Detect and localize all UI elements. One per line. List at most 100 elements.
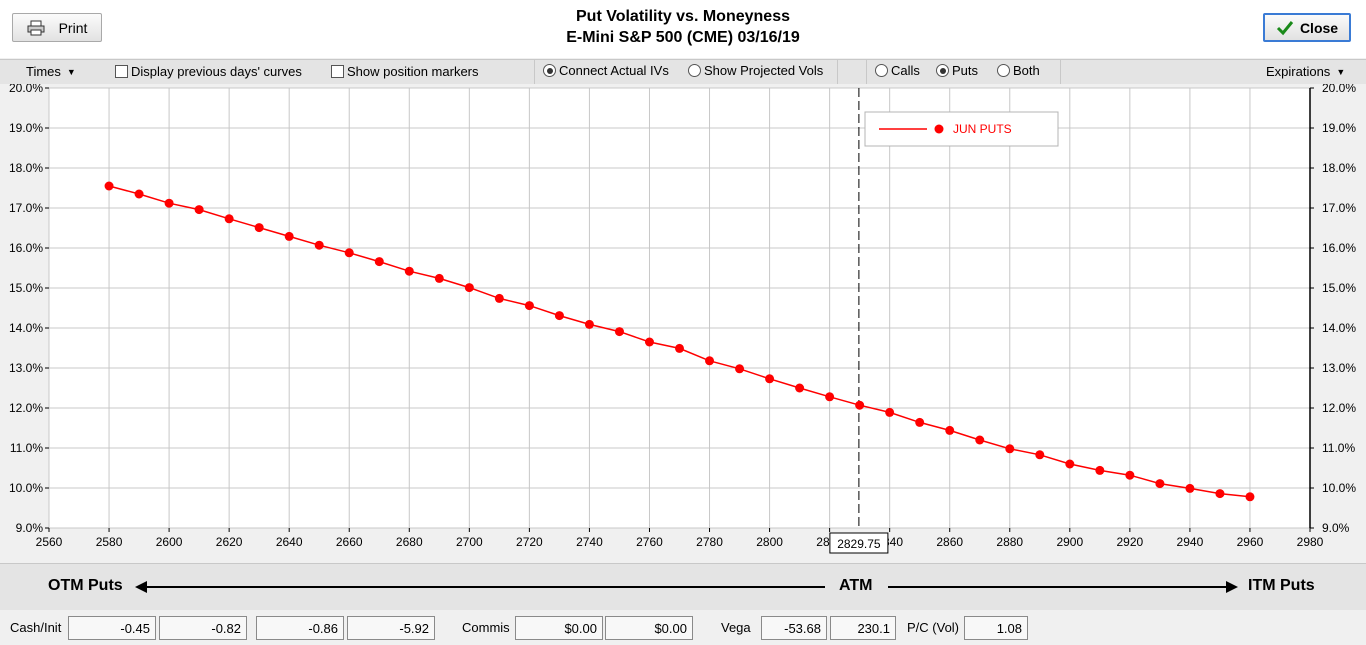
atm-value-box (829, 532, 889, 554)
moneyness-band: OTM Puts ATM ITM Puts (0, 563, 1366, 611)
display-prev-checkbox[interactable]: Display previous days' curves (115, 64, 302, 79)
expirations-label: Expirations (1266, 64, 1331, 79)
y-tick-label: 12.0% (9, 401, 43, 415)
y-tick-label-right: 16.0% (1322, 241, 1356, 255)
data-point (134, 189, 144, 199)
data-point (554, 311, 564, 321)
y-tick-label: 10.0% (9, 481, 43, 495)
data-point (1245, 492, 1255, 502)
x-tick-label: 2920 (1117, 535, 1144, 549)
data-point (705, 356, 715, 366)
toolbar-divider (1060, 60, 1061, 84)
data-point (344, 248, 354, 258)
y-tick-label: 9.0% (16, 521, 44, 535)
checkbox-icon (115, 65, 128, 78)
projected-vols-radio[interactable]: Show Projected Vols (688, 63, 823, 78)
data-point (464, 283, 474, 293)
expirations-dropdown[interactable]: Expirations ▼ (1266, 64, 1345, 79)
connect-ivs-radio[interactable]: Connect Actual IVs (543, 63, 669, 78)
y-tick-label-right: 11.0% (1322, 441, 1355, 455)
cash-init-label: Cash/Init (10, 620, 62, 635)
vega-value-2: 230.1 (830, 616, 896, 640)
data-point (644, 337, 654, 347)
data-point (1215, 489, 1225, 499)
data-point (1005, 444, 1015, 454)
cash-value-4: -5.92 (347, 616, 435, 640)
x-tick-label: 2900 (1056, 535, 1083, 549)
y-tick-label-right: 17.0% (1322, 201, 1356, 215)
data-point (164, 198, 174, 208)
y-tick-label-right: 9.0% (1322, 521, 1350, 535)
y-tick-label: 16.0% (9, 241, 43, 255)
data-point (314, 240, 324, 250)
print-button[interactable]: Print (12, 13, 102, 42)
data-point (1185, 483, 1195, 493)
data-point (915, 417, 925, 427)
cash-value-2: -0.82 (159, 616, 247, 640)
x-tick-label: 2660 (336, 535, 363, 549)
toolbar-divider (866, 60, 867, 84)
left-arrow (135, 581, 825, 593)
plot-background (48, 87, 1311, 529)
pc-vol-label: P/C (Vol) (907, 620, 960, 635)
data-point (885, 407, 895, 417)
data-point (614, 327, 624, 337)
legend-label: JUN PUTS (953, 122, 1012, 136)
data-point (374, 257, 384, 267)
data-point (404, 266, 414, 276)
cash-value-1: -0.45 (68, 616, 156, 640)
right-arrow (888, 581, 1238, 593)
data-point (975, 435, 985, 445)
show-markers-checkbox[interactable]: Show position markers (331, 64, 479, 79)
data-point (254, 223, 264, 233)
data-point (795, 383, 805, 393)
display-prev-label: Display previous days' curves (131, 64, 302, 79)
commis-value-2: $0.00 (605, 616, 693, 640)
show-markers-label: Show position markers (347, 64, 479, 79)
checkmark-icon (1276, 20, 1294, 35)
y-tick-label-right: 20.0% (1322, 84, 1356, 95)
calls-radio[interactable]: Calls (875, 63, 920, 78)
data-point (584, 319, 594, 329)
data-point (284, 231, 294, 241)
x-tick-label: 2580 (96, 535, 123, 549)
data-point (1155, 479, 1165, 489)
data-point (675, 343, 684, 353)
y-tick-label: 19.0% (9, 121, 43, 135)
y-tick-label-right: 18.0% (1322, 161, 1356, 175)
print-label: Print (58, 19, 88, 36)
commis-value-1: $0.00 (515, 616, 603, 640)
y-tick-label-right: 12.0% (1322, 401, 1356, 415)
cash-value-3: -0.86 (256, 616, 344, 640)
itm-label: ITM Puts (1248, 577, 1315, 594)
y-tick-label-right: 19.0% (1322, 121, 1356, 135)
data-point (434, 273, 444, 283)
y-tick-label: 17.0% (9, 201, 43, 215)
chart-area: 2560 2580 2600 2620 2640 2660 2680 2700 2720 2740… (0, 81, 1366, 562)
y-tick-label: 20.0% (9, 84, 43, 95)
data-point (825, 392, 835, 402)
data-point (765, 374, 775, 384)
chevron-down-icon: ▼ (66, 66, 76, 77)
data-point (224, 214, 234, 224)
both-radio[interactable]: Both (997, 63, 1040, 78)
x-tick-label: 2600 (156, 535, 183, 549)
header: Print Put Volatility vs. Moneyness E-Min… (0, 0, 1366, 58)
commis-label: Commis (462, 620, 510, 635)
x-tick-label: 2740 (576, 535, 603, 549)
x-tick-label: 2980 (1297, 535, 1324, 549)
times-dropdown[interactable]: Times ▼ (26, 64, 76, 79)
close-label: Close (1299, 19, 1339, 36)
puts-radio[interactable]: Puts (936, 63, 978, 78)
data-point (1095, 465, 1105, 475)
vega-value-1: -53.68 (761, 616, 827, 640)
page-subtitle: E-Mini S&P 500 (CME) 03/16/19 (566, 29, 800, 46)
x-tick-label: 2700 (456, 535, 483, 549)
radio-icon (875, 64, 888, 77)
y-tick-label: 18.0% (9, 161, 43, 175)
close-button[interactable]: Close (1263, 13, 1351, 42)
x-tick-label: 2800 (756, 535, 783, 549)
toolbar-divider (534, 60, 535, 84)
data-point (194, 205, 204, 215)
times-label: Times (26, 64, 61, 79)
